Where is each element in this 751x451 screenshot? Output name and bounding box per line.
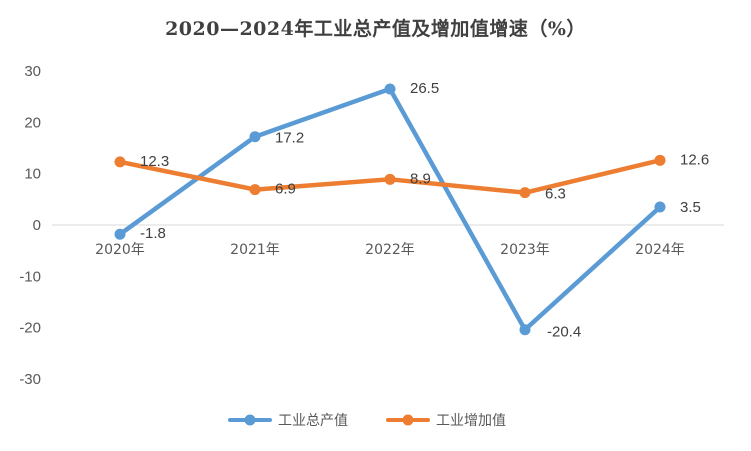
y-tick-label: 0 bbox=[33, 217, 41, 234]
data-label: -1.8 bbox=[140, 225, 166, 242]
legend-label-2: 工业增加值 bbox=[436, 413, 506, 429]
x-tick-label: 2020年 bbox=[95, 242, 145, 258]
y-tick-label: 10 bbox=[24, 166, 41, 183]
legend-label-1: 工业总产值 bbox=[278, 413, 348, 429]
data-label: 6.3 bbox=[545, 186, 566, 203]
data-point-s2 bbox=[519, 187, 531, 199]
x-tick-label: 2021年 bbox=[230, 242, 280, 258]
data-label: 12.3 bbox=[140, 153, 169, 170]
data-label: 12.6 bbox=[680, 151, 709, 168]
data-point-s1 bbox=[114, 228, 126, 240]
data-point-s1 bbox=[384, 83, 396, 95]
x-tick-label: 2023年 bbox=[500, 242, 550, 258]
x-tick-label: 2022年 bbox=[365, 242, 415, 258]
series-line-1 bbox=[117, 86, 663, 332]
data-point-s1 bbox=[654, 201, 666, 213]
legend-marker-1 bbox=[244, 414, 256, 426]
data-label: 6.9 bbox=[275, 181, 296, 198]
data-label: 17.2 bbox=[275, 130, 304, 147]
data-label: 3.5 bbox=[680, 199, 701, 216]
data-label: 26.5 bbox=[410, 80, 439, 97]
data-point-s2 bbox=[654, 154, 666, 166]
chart-title: 2020—2024年工业总产值及增加值增速（%） bbox=[165, 18, 586, 40]
data-point-s1 bbox=[249, 131, 261, 143]
data-point-s2 bbox=[249, 184, 261, 196]
data-point-s2 bbox=[114, 156, 126, 168]
y-tick-label: -20 bbox=[19, 320, 41, 337]
data-label: 8.9 bbox=[410, 170, 431, 187]
legend-marker-2 bbox=[402, 414, 414, 426]
data-point-s1 bbox=[519, 324, 531, 336]
x-tick-label: 2024年 bbox=[635, 242, 685, 258]
y-tick-label: 30 bbox=[24, 63, 41, 80]
data-point-s2 bbox=[384, 173, 396, 185]
y-tick-label: 20 bbox=[24, 114, 41, 131]
y-tick-label: -30 bbox=[19, 371, 41, 388]
data-label: -20.4 bbox=[547, 324, 581, 341]
y-tick-label: -10 bbox=[19, 268, 41, 285]
